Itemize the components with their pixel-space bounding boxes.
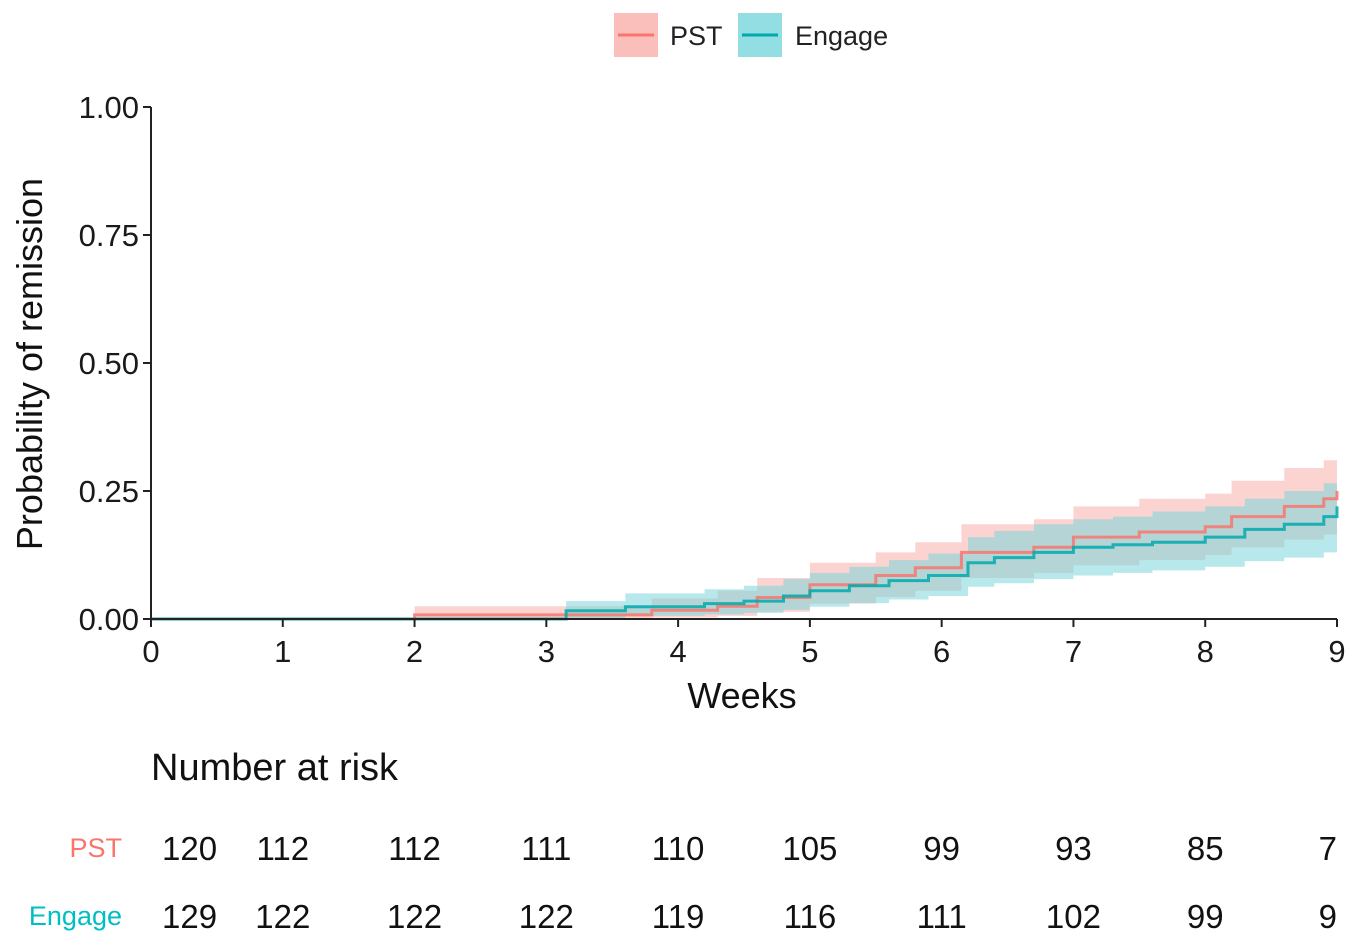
x-tick-label: 6	[933, 634, 950, 669]
curve-engage	[151, 506, 1339, 621]
risk-cell: 119	[652, 898, 705, 935]
confidence-bands	[151, 455, 1337, 619]
risk-cell: 99	[923, 830, 960, 867]
x-tick-label: 0	[142, 634, 159, 669]
risk-cell: 112	[256, 830, 309, 867]
risk-cell: 111	[917, 898, 967, 935]
risk-cell: 111	[521, 830, 571, 867]
y-tick-label: 0.00	[79, 602, 139, 637]
risk-table-title: Number at risk	[151, 747, 399, 789]
risk-cell: 85	[1187, 830, 1224, 867]
band-engage	[151, 473, 1337, 619]
risk-cell: 122	[519, 898, 574, 935]
x-tick-label: 5	[801, 634, 818, 669]
x-tick-label: 2	[406, 634, 423, 669]
legend-label-engage: Engage	[795, 21, 888, 51]
x-axis-title: Weeks	[687, 675, 796, 716]
risk-cell: 102	[1046, 898, 1101, 935]
risk-table: PST 120 112 112 111 110 105 99 93 85 7 Engage 129 122…	[29, 830, 1337, 935]
curve-pst	[151, 491, 1339, 621]
y-tick-label: 1.00	[79, 90, 139, 125]
x-tick-label: 7	[1065, 634, 1082, 669]
y-axis-title: Probability of remission	[9, 178, 50, 550]
x-tick-label: 9	[1328, 634, 1345, 669]
risk-cell: 122	[255, 898, 310, 935]
legend-label-pst: PST	[670, 21, 723, 51]
y-axis-ticks: 0.00 0.25 0.50 0.75 1.00	[79, 90, 151, 637]
risk-row-label-engage: Engage	[29, 901, 122, 931]
x-tick-label: 8	[1197, 634, 1214, 669]
risk-cell: 122	[387, 898, 442, 935]
legend: PST Engage	[614, 13, 888, 57]
x-axis-ticks: 0 1 2 3 4 5 6 7 8 9	[142, 619, 1346, 669]
risk-cell: 105	[782, 830, 837, 867]
risk-row-label-pst: PST	[69, 833, 122, 863]
x-tick-label: 1	[274, 634, 291, 669]
survival-curves	[151, 491, 1339, 621]
risk-cell: 120	[162, 830, 217, 867]
risk-cell: 93	[1055, 830, 1092, 867]
risk-cell: 116	[784, 898, 837, 935]
risk-cell: 9	[1319, 898, 1337, 935]
risk-cell: 7	[1319, 830, 1337, 867]
y-tick-label: 0.75	[79, 218, 139, 253]
risk-cell: 110	[652, 830, 705, 867]
y-tick-label: 0.50	[79, 346, 139, 381]
x-tick-label: 3	[538, 634, 555, 669]
risk-cell: 112	[388, 830, 441, 867]
risk-cell: 129	[162, 898, 217, 935]
x-tick-label: 4	[669, 634, 686, 669]
y-tick-label: 0.25	[79, 474, 139, 509]
risk-cell: 99	[1187, 898, 1224, 935]
